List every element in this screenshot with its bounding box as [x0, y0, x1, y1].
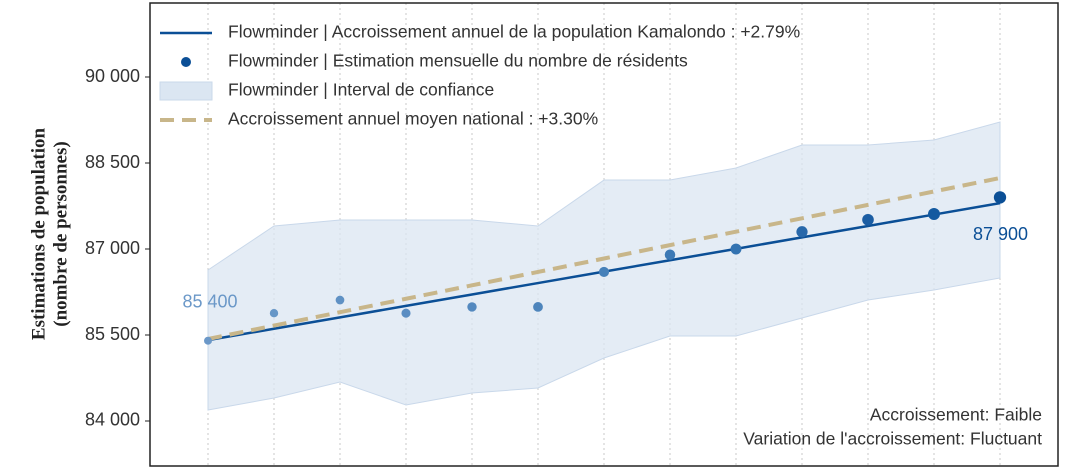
legend-label: Flowminder | Interval de confiance [228, 80, 494, 100]
data-point [796, 226, 808, 238]
legend-swatch [159, 81, 213, 101]
annotation: Accroissement: Faible [870, 405, 1042, 425]
national-trend-line [207, 176, 1001, 341]
y-axis-label: (nombre de personnes) [50, 141, 71, 326]
data-point [269, 309, 279, 318]
confidence-band [207, 121, 1001, 411]
data-point [598, 266, 610, 278]
annotation: Variation de l'accroissement: Fluctuant [743, 429, 1042, 449]
data-point [533, 302, 543, 312]
y-tick-label: 85 500 [85, 324, 140, 344]
data-label: 85 400 [182, 291, 237, 311]
data-point [664, 249, 676, 260]
legend-label: Flowminder | Accroissement annuel de la … [228, 22, 800, 42]
legend-label: Flowminder | Estimation mensuelle du nom… [228, 51, 688, 71]
y-axis-label: Estimations de population [28, 127, 49, 340]
y-tick-label: 87 000 [85, 238, 140, 258]
y-tick-label: 88 500 [85, 152, 140, 172]
y-tick-label: 84 000 [85, 410, 140, 430]
data-point [204, 336, 212, 345]
data-label: 87 900 [973, 224, 1028, 244]
legend-swatch [181, 57, 191, 67]
data-point [862, 213, 874, 226]
y-tick-label: 90 000 [85, 66, 140, 86]
data-point [467, 302, 477, 312]
legend-label: Accroissement annuel moyen national : +3… [228, 109, 598, 129]
plot-frame [149, 2, 1059, 467]
data-point [401, 308, 411, 318]
data-point [928, 208, 940, 221]
data-point [335, 295, 345, 305]
data-point [730, 243, 742, 255]
data-point [993, 191, 1007, 204]
